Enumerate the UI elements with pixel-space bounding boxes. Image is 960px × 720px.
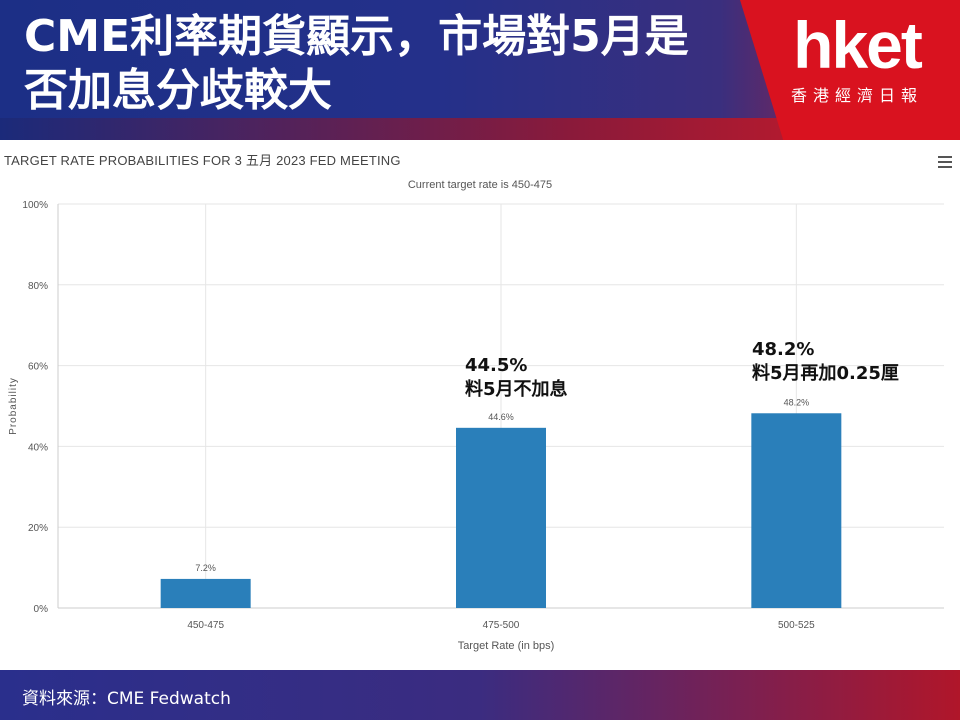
x-tick-label: 500-525: [778, 620, 815, 631]
logo-subtitle: 香港經濟日報: [790, 86, 923, 105]
bar-450-475: [160, 578, 251, 608]
chart-subtitle: Current target rate is 450-475: [408, 179, 552, 191]
y-tick-label: 80%: [28, 281, 48, 292]
chart-title: TARGET RATE PROBABILITIES FOR 3 五月 2023 …: [4, 153, 401, 168]
annotation-no-hike-text: 料5月不加息: [465, 379, 568, 400]
annotation-no-hike: 44.5% 料5月不加息: [465, 354, 568, 402]
headline: CME利率期貨顯示，市場對5月是否加息分歧較大: [24, 11, 689, 116]
y-axis-title: Probability: [8, 377, 19, 435]
y-tick-label: 60%: [28, 362, 48, 373]
y-tick-label: 20%: [28, 523, 48, 534]
header-banner: CME利率期貨顯示，市場對5月是否加息分歧較大 hket 香港經濟日報: [0, 0, 960, 140]
header-stripe: [0, 118, 960, 140]
annotation-hike-text: 料5月再加0.25厘: [752, 363, 899, 384]
x-tick-label: 475-500: [483, 620, 520, 631]
data-label: 7.2%: [195, 563, 216, 573]
bar-500-525: [751, 413, 842, 608]
annotation-no-hike-value: 44.5%: [465, 355, 528, 376]
hket-logo: hket 香港經濟日報: [772, 10, 942, 106]
data-label: 44.6%: [488, 412, 514, 422]
hamburger-menu-icon[interactable]: [938, 156, 952, 170]
source-note: 資料來源：CME Fedwatch: [22, 689, 231, 709]
logo-wedge: [740, 0, 960, 140]
y-tick-label: 0%: [34, 604, 49, 615]
annotation-hike-value: 48.2%: [752, 339, 815, 360]
x-tick-label: 450-475: [187, 620, 224, 631]
y-tick-label: 100%: [22, 200, 48, 211]
annotation-hike: 48.2% 料5月再加0.25厘: [752, 338, 899, 386]
data-label: 48.2%: [784, 397, 810, 407]
footer-bar: 資料來源：CME Fedwatch: [0, 670, 960, 720]
logo-brand: hket: [793, 8, 923, 82]
x-axis-title: Target Rate (in bps): [458, 640, 555, 652]
bar-475-500: [456, 427, 546, 608]
y-tick-label: 40%: [28, 442, 48, 453]
